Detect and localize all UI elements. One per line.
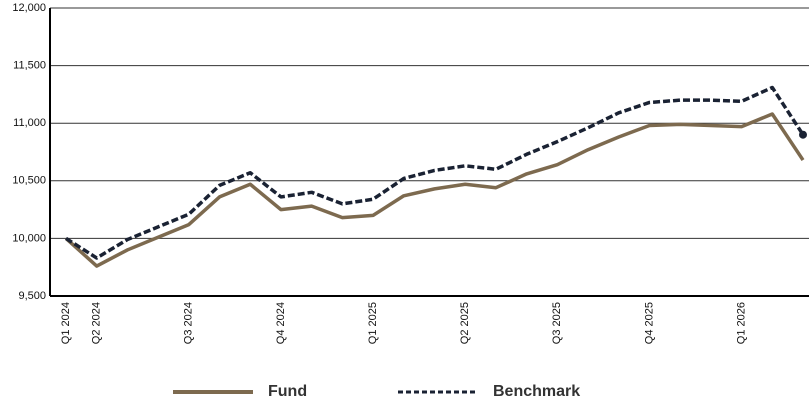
series-line: [64, 112, 805, 268]
x-tick-label: Q1 2025: [367, 302, 379, 344]
y-tick-label: 10,000: [12, 232, 46, 244]
x-tick-label: Q1 2026: [735, 302, 747, 344]
x-tick-label: Q4 2024: [275, 302, 287, 344]
legend-label: Benchmark: [493, 383, 580, 400]
x-tick-label: Q4 2025: [643, 302, 655, 344]
x-tick-label: Q2 2024: [91, 302, 103, 344]
y-tick-label: 12,000: [12, 2, 46, 14]
x-tick-label: Q3 2025: [551, 302, 563, 344]
series-line: [65, 85, 805, 260]
x-tick-label: Q2 2025: [459, 302, 471, 344]
y-tick-label: 10,500: [12, 175, 46, 187]
y-tick-label: 11,000: [13, 117, 46, 129]
y-tick-label: 9,500: [18, 290, 46, 302]
legend-label: Fund: [268, 383, 307, 400]
y-tick-label: 11,500: [13, 60, 46, 72]
end-marker: [799, 130, 807, 139]
x-tick-label: Q1 2024: [60, 302, 72, 344]
x-tick-label: Q3 2024: [183, 302, 195, 344]
